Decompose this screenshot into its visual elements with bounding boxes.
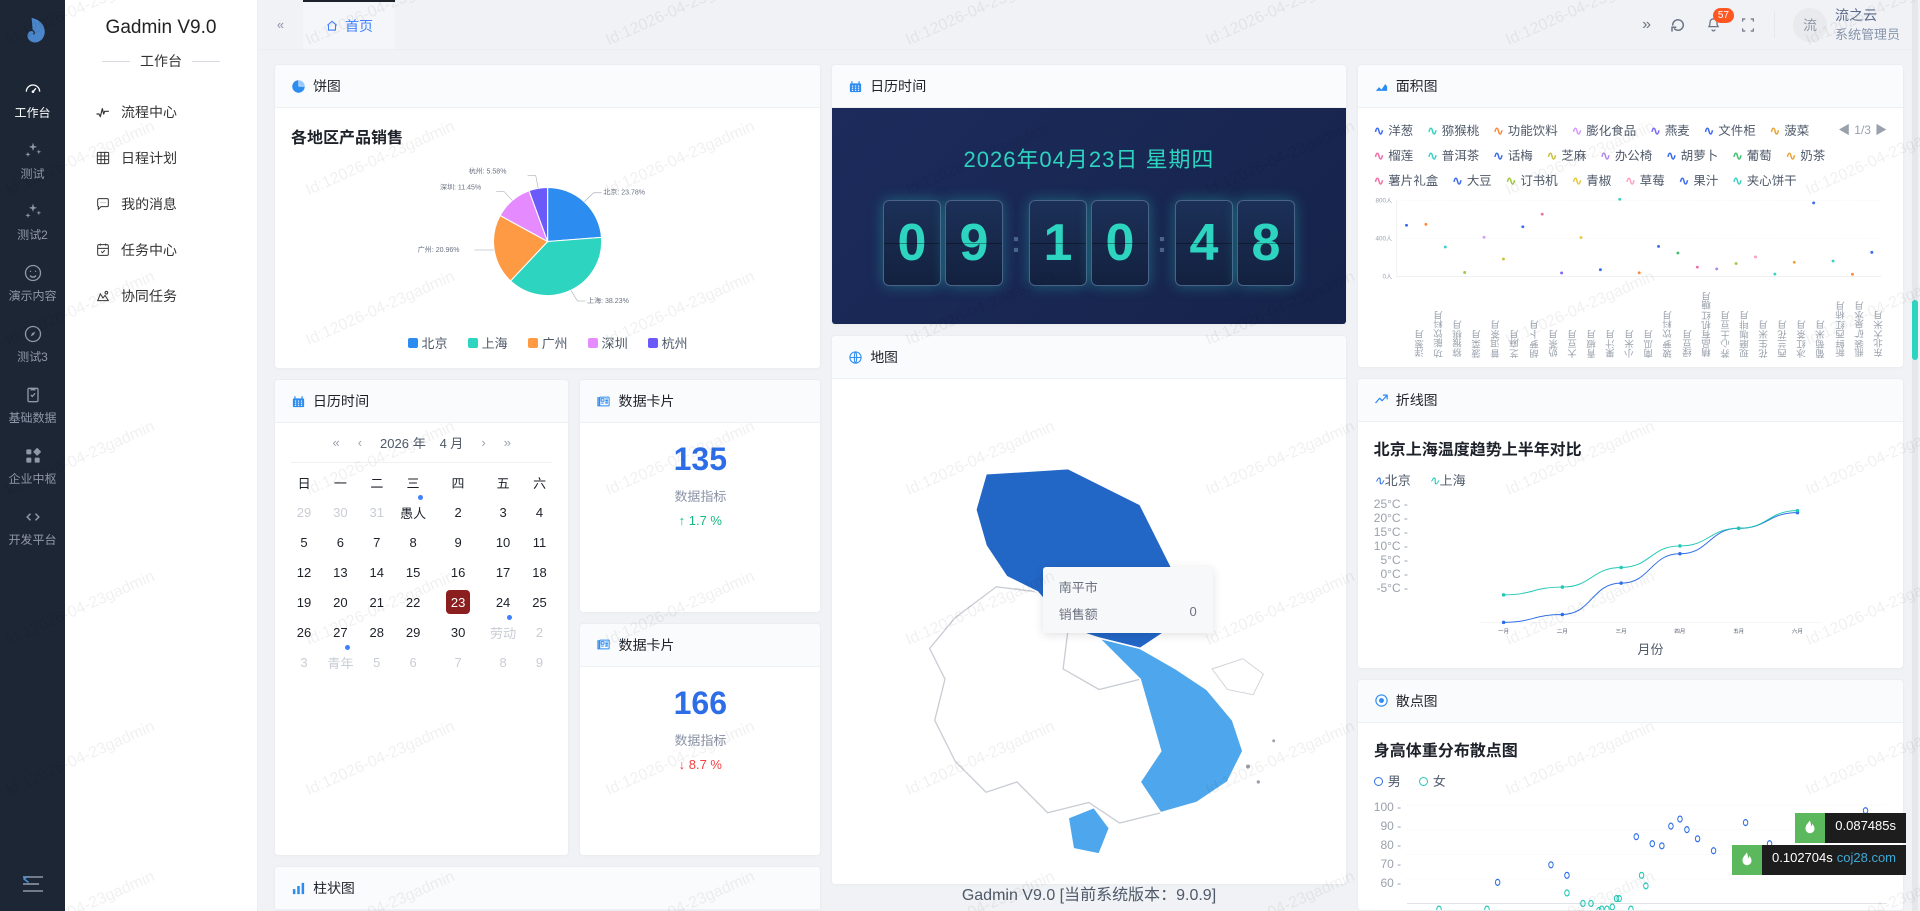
- svg-text:六月: 六月: [1792, 627, 1803, 634]
- svg-text:广州: 20.96%: 广州: 20.96%: [418, 245, 460, 254]
- svg-text:400人: 400人: [1375, 236, 1393, 243]
- svg-text:五月: 五月: [1733, 627, 1744, 634]
- svg-text:四月: 四月: [1674, 627, 1685, 634]
- svg-text:一月: 一月: [1498, 628, 1509, 634]
- svg-text:0人: 0人: [1382, 274, 1393, 281]
- svg-text:二月: 二月: [1557, 628, 1568, 634]
- svg-text:上海: 38.23%: 上海: 38.23%: [587, 297, 629, 305]
- svg-text:三月: 三月: [1616, 628, 1627, 634]
- svg-text:深圳: 11.45%: 深圳: 11.45%: [440, 183, 481, 192]
- svg-text:北京: 23.78%: 北京: 23.78%: [603, 188, 645, 196]
- svg-text:杭州: 5.58%: 杭州: 5.58%: [469, 166, 507, 175]
- svg-text:800人: 800人: [1375, 198, 1393, 205]
